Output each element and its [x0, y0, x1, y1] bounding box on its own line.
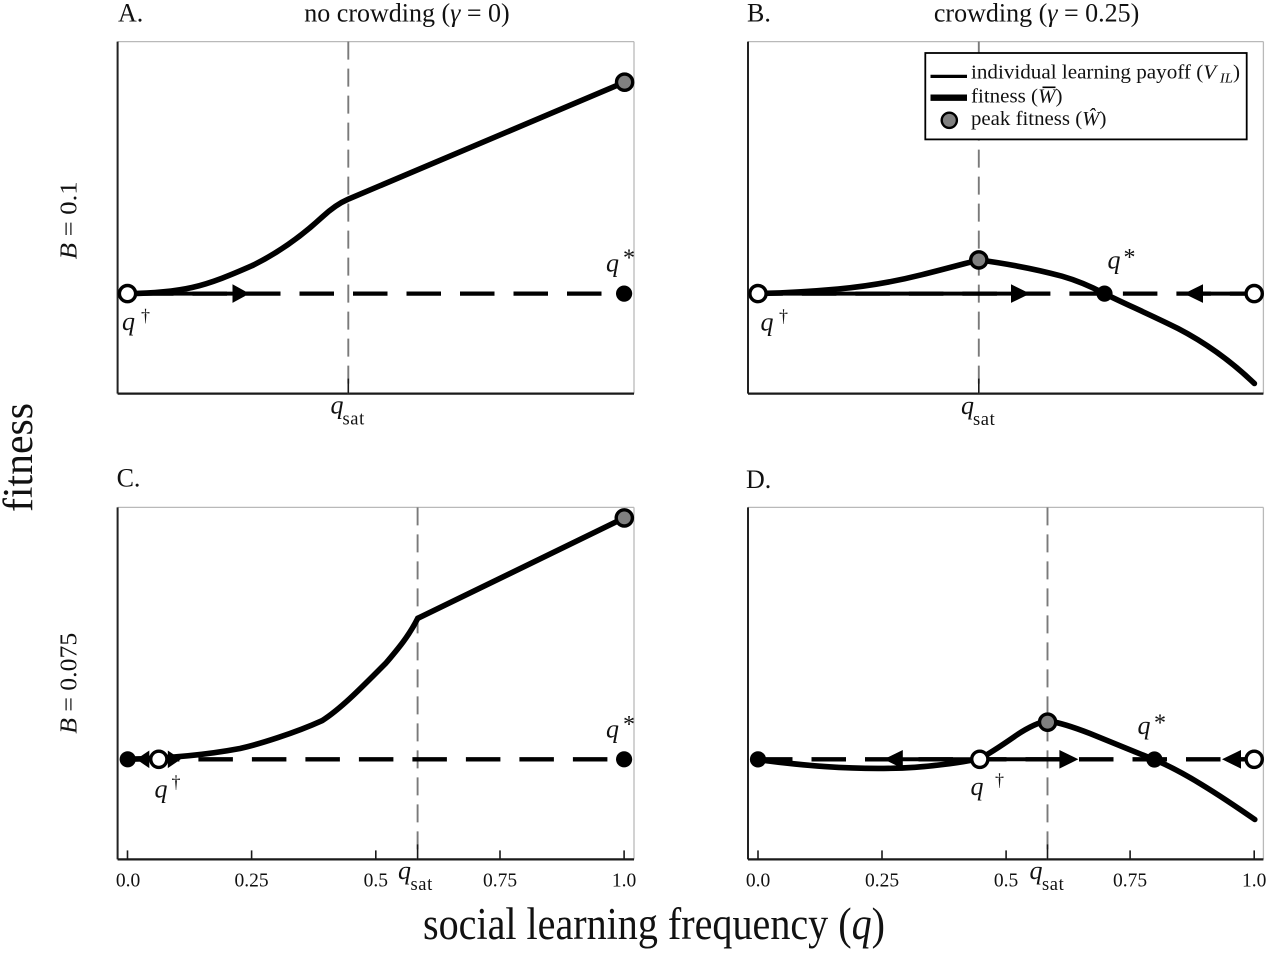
- svg-text:crowding (γ = 0.25): crowding (γ = 0.25): [934, 0, 1139, 28]
- svg-text:sat: sat: [973, 410, 996, 430]
- svg-text:*: *: [1124, 245, 1136, 271]
- svg-text:0.0: 0.0: [746, 871, 770, 892]
- svg-text:0.25: 0.25: [865, 871, 899, 892]
- svg-text:fitness (W): fitness (W): [971, 86, 1063, 108]
- svg-text:q: q: [606, 249, 619, 278]
- svg-text:B = 0.075: B = 0.075: [57, 633, 83, 734]
- svg-text:q: q: [1138, 711, 1151, 740]
- svg-text:0.0: 0.0: [116, 871, 140, 892]
- svg-text:q: q: [155, 774, 168, 803]
- svg-text:q: q: [971, 772, 984, 801]
- svg-text:C.: C.: [117, 464, 141, 493]
- svg-text:0.5: 0.5: [994, 871, 1018, 892]
- svg-text:fitness: fitness: [0, 403, 42, 512]
- svg-text:D.: D.: [746, 465, 771, 494]
- svg-text:sat: sat: [343, 410, 366, 430]
- svg-text:q: q: [398, 856, 411, 885]
- svg-text:†: †: [172, 772, 181, 792]
- svg-text:q: q: [761, 308, 774, 337]
- svg-text:q: q: [1108, 246, 1121, 275]
- svg-text:q: q: [1030, 856, 1043, 885]
- svg-text:social learning frequency (q): social learning frequency (q): [423, 899, 885, 949]
- svg-text:q: q: [331, 391, 344, 420]
- svg-text:0.25: 0.25: [235, 871, 269, 892]
- svg-text:no crowding (γ = 0): no crowding (γ = 0): [304, 0, 509, 28]
- svg-text:q: q: [606, 715, 619, 744]
- svg-text:0.5: 0.5: [364, 871, 388, 892]
- svg-text:A.: A.: [118, 0, 143, 28]
- svg-text:1.0: 1.0: [612, 871, 636, 892]
- svg-text:†: †: [995, 770, 1004, 790]
- svg-text:0.75: 0.75: [1113, 871, 1147, 892]
- svg-text:*: *: [623, 245, 635, 271]
- svg-text:*: *: [623, 712, 635, 738]
- svg-text:peak fitness (Ŵ): peak fitness (Ŵ): [971, 106, 1107, 130]
- svg-text:†: †: [141, 306, 150, 326]
- svg-text:individual learning payoff (V: individual learning payoff (V IL): [971, 62, 1240, 87]
- svg-text:B.: B.: [747, 0, 771, 28]
- svg-text:*: *: [1154, 710, 1166, 736]
- svg-text:B = 0.1: B = 0.1: [57, 181, 83, 259]
- svg-text:sat: sat: [411, 875, 434, 895]
- svg-text:q: q: [961, 391, 974, 420]
- svg-text:†: †: [779, 306, 788, 326]
- svg-text:q: q: [122, 307, 135, 336]
- svg-text:0.75: 0.75: [483, 871, 517, 892]
- svg-text:1.0: 1.0: [1242, 871, 1266, 892]
- svg-text:sat: sat: [1042, 875, 1065, 895]
